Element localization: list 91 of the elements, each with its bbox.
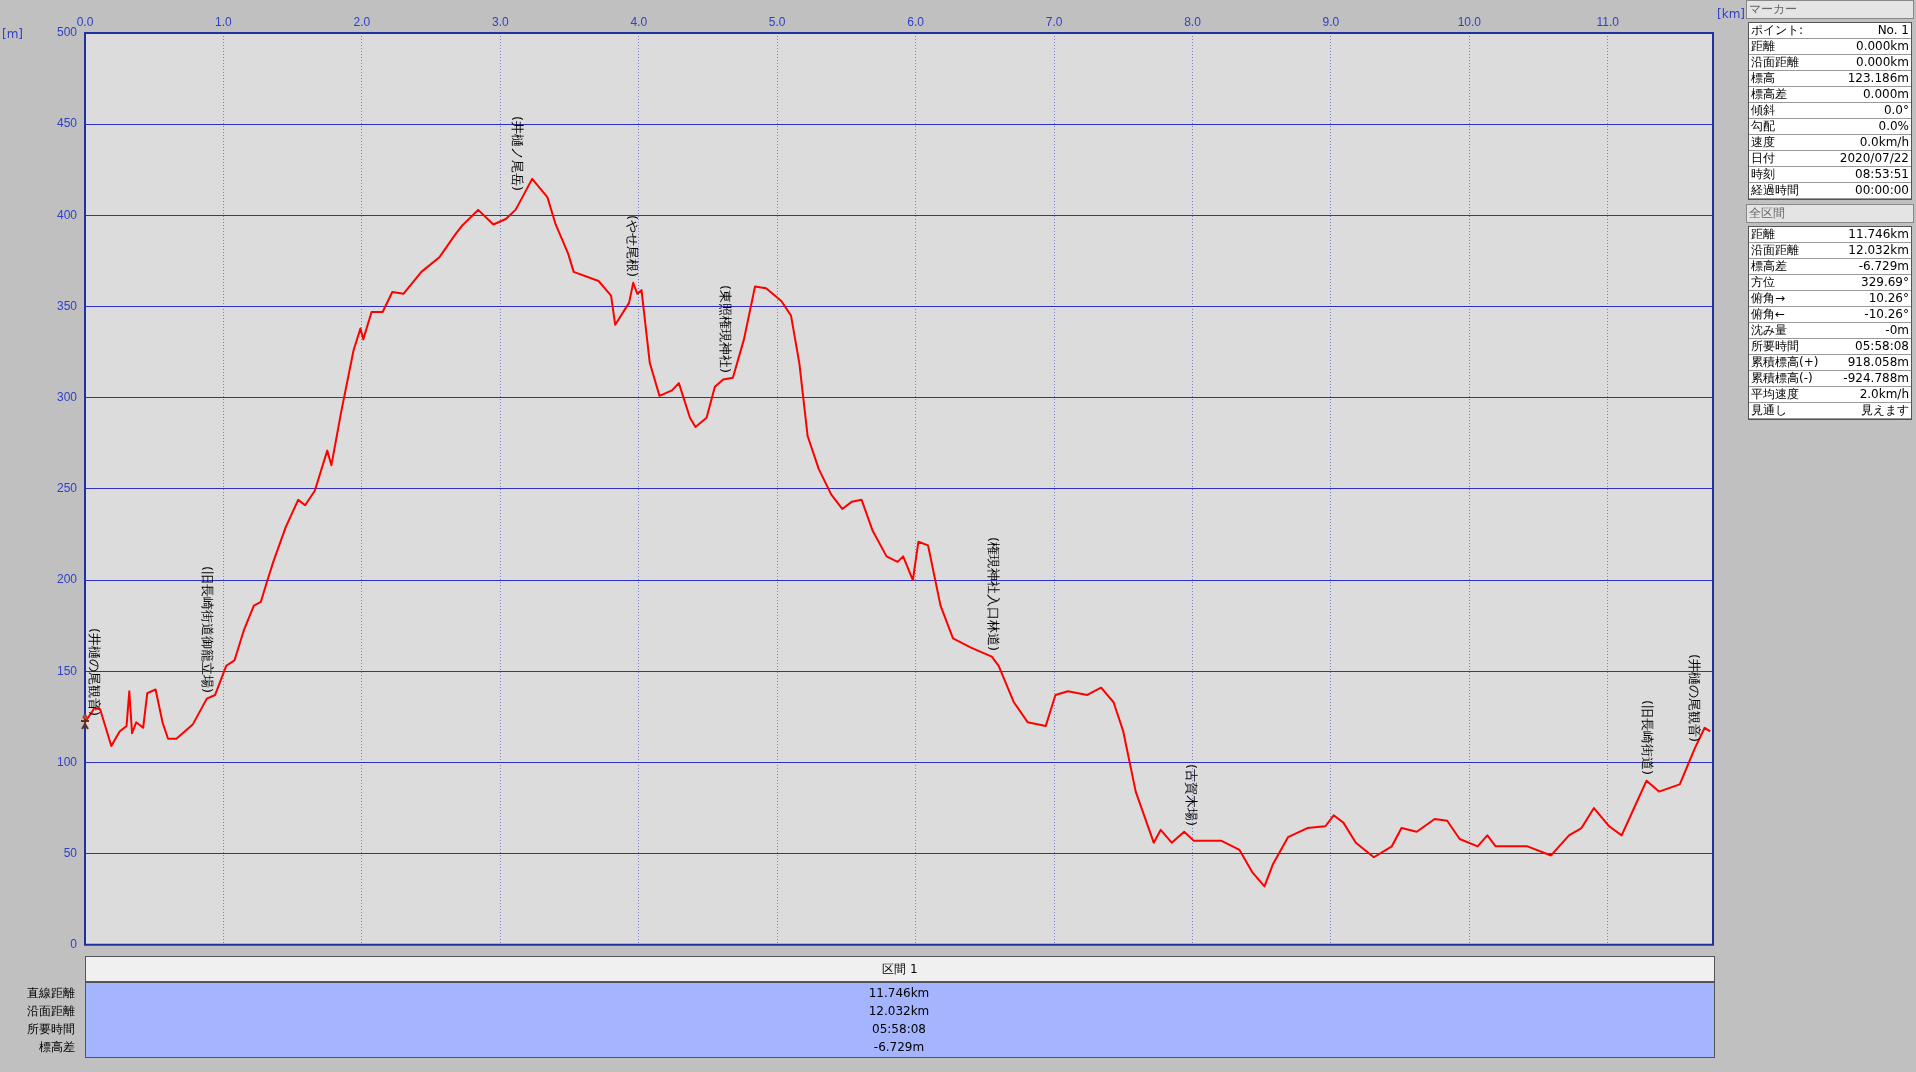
- text: 平均速度: [1751, 387, 1799, 402]
- text: 沿面距離: [26, 1003, 75, 1020]
- x-tick-label: 7.0: [1045, 15, 1063, 30]
- text: 0.0km/h: [1859, 135, 1909, 150]
- text: 10.26°: [1868, 291, 1909, 306]
- y-tick-label: 50: [63, 845, 78, 860]
- text: 見通し: [1751, 403, 1787, 418]
- x-tick-label: 3.0: [491, 15, 509, 30]
- text: 2020/07/22: [1839, 151, 1909, 166]
- y-tick-label: 400: [56, 207, 78, 222]
- y-tick-label: 100: [56, 754, 78, 769]
- y-tick-label: 300: [56, 390, 78, 405]
- text: 05:58:08: [1855, 339, 1909, 354]
- y-tick-label: 450: [56, 116, 78, 131]
- y-tick-label: 250: [56, 481, 78, 496]
- text: 00:00:00: [1855, 183, 1909, 198]
- text: 2.0km/h: [1859, 387, 1909, 402]
- y-tick-label: 350: [56, 298, 78, 313]
- text: 0.0°: [1883, 103, 1909, 118]
- text: 傾斜: [1751, 103, 1775, 118]
- text: 距離: [1751, 227, 1775, 242]
- place-label: (旧長崎街道): [1639, 699, 1654, 775]
- place-label: (旧長崎街道御籠立場): [199, 565, 214, 693]
- text: 0.000km: [1856, 39, 1909, 54]
- x-tick-label: 6.0: [907, 15, 925, 30]
- text: 俯角←: [1751, 307, 1786, 322]
- text: 見えます: [1861, 403, 1909, 418]
- x-tick-label: 10.0: [1457, 15, 1482, 30]
- text: 方位: [1751, 275, 1775, 290]
- text: 区間 1: [85, 956, 1715, 982]
- place-label: (井樋の尾観音): [87, 628, 101, 717]
- text: 0.000m: [1862, 87, 1909, 102]
- text: 沿面距離: [1751, 55, 1799, 70]
- text: 329.69°: [1861, 275, 1909, 290]
- text: 0.000km: [1856, 55, 1909, 70]
- text: 12.032km: [1848, 243, 1909, 258]
- x-tick-label: 11.0: [1596, 15, 1620, 30]
- x-tick-label: 8.0: [1184, 15, 1202, 30]
- text: 全区間: [1746, 204, 1914, 223]
- text: 勾配: [1751, 119, 1775, 134]
- y-tick-label: 150: [56, 663, 78, 678]
- text: 標高差: [1751, 87, 1787, 102]
- place-label: (古賀木場): [1184, 763, 1199, 826]
- text: -10.26°: [1864, 307, 1909, 322]
- text: 所要時間: [1751, 339, 1799, 354]
- text: 日付: [1751, 151, 1775, 166]
- text: 時刻: [1751, 167, 1775, 182]
- place-label: (権現神社入口林道): [986, 536, 1001, 651]
- x-tick-label: 9.0: [1322, 15, 1340, 30]
- text: マーカー: [1746, 0, 1914, 19]
- x-tick-label: 1.0: [215, 15, 233, 30]
- x-tick-label: 2.0: [353, 15, 371, 30]
- place-label: (やせ尾根): [624, 214, 639, 277]
- text: 11.746km: [867, 985, 931, 1002]
- text: 直線距離: [26, 985, 75, 1002]
- text: 08:53:51: [1855, 167, 1909, 182]
- place-label: (東照権現神社): [717, 285, 732, 374]
- y-axis-title: [m]: [2, 27, 24, 42]
- text: 所要時間: [26, 1021, 75, 1038]
- text: 11.746km: [1848, 227, 1909, 242]
- text: 累積標高(-): [1751, 371, 1813, 386]
- text: 0.0%: [1878, 119, 1909, 134]
- text: ポイント:: [1751, 23, 1804, 38]
- x-tick-label: 0.0: [76, 15, 94, 30]
- text: -6.729m: [872, 1039, 926, 1056]
- text: No. 1: [1877, 23, 1909, 38]
- x-tick-label: 5.0: [768, 15, 786, 30]
- text: 標高差: [38, 1039, 75, 1056]
- text: 累積標高(+): [1751, 355, 1819, 370]
- y-tick-label: 0: [70, 937, 78, 952]
- text: 12.032km: [867, 1003, 931, 1020]
- text: 標高: [1751, 71, 1775, 86]
- text: -924.788m: [1843, 371, 1909, 386]
- place-label: (井樋ノ尾岳): [509, 116, 524, 192]
- place-label: (井樋の尾観音): [1686, 653, 1701, 742]
- text: 沈み量: [1751, 323, 1787, 338]
- x-tick-label: 4.0: [630, 15, 648, 30]
- text: 123.186m: [1847, 71, 1909, 86]
- y-tick-label: 500: [56, 25, 78, 40]
- text: 俯角→: [1751, 291, 1786, 306]
- text: 経過時間: [1751, 183, 1799, 198]
- text: 速度: [1751, 135, 1775, 150]
- text: 標高差: [1751, 259, 1787, 274]
- x-axis-title: [km]: [1717, 7, 1746, 22]
- text: -6.729m: [1858, 259, 1909, 274]
- text: -0m: [1885, 323, 1909, 338]
- text: 05:58:08: [871, 1021, 927, 1038]
- text: 918.058m: [1847, 355, 1909, 370]
- text: 距離: [1751, 39, 1775, 54]
- text: 沿面距離: [1751, 243, 1799, 258]
- y-tick-label: 200: [56, 572, 78, 587]
